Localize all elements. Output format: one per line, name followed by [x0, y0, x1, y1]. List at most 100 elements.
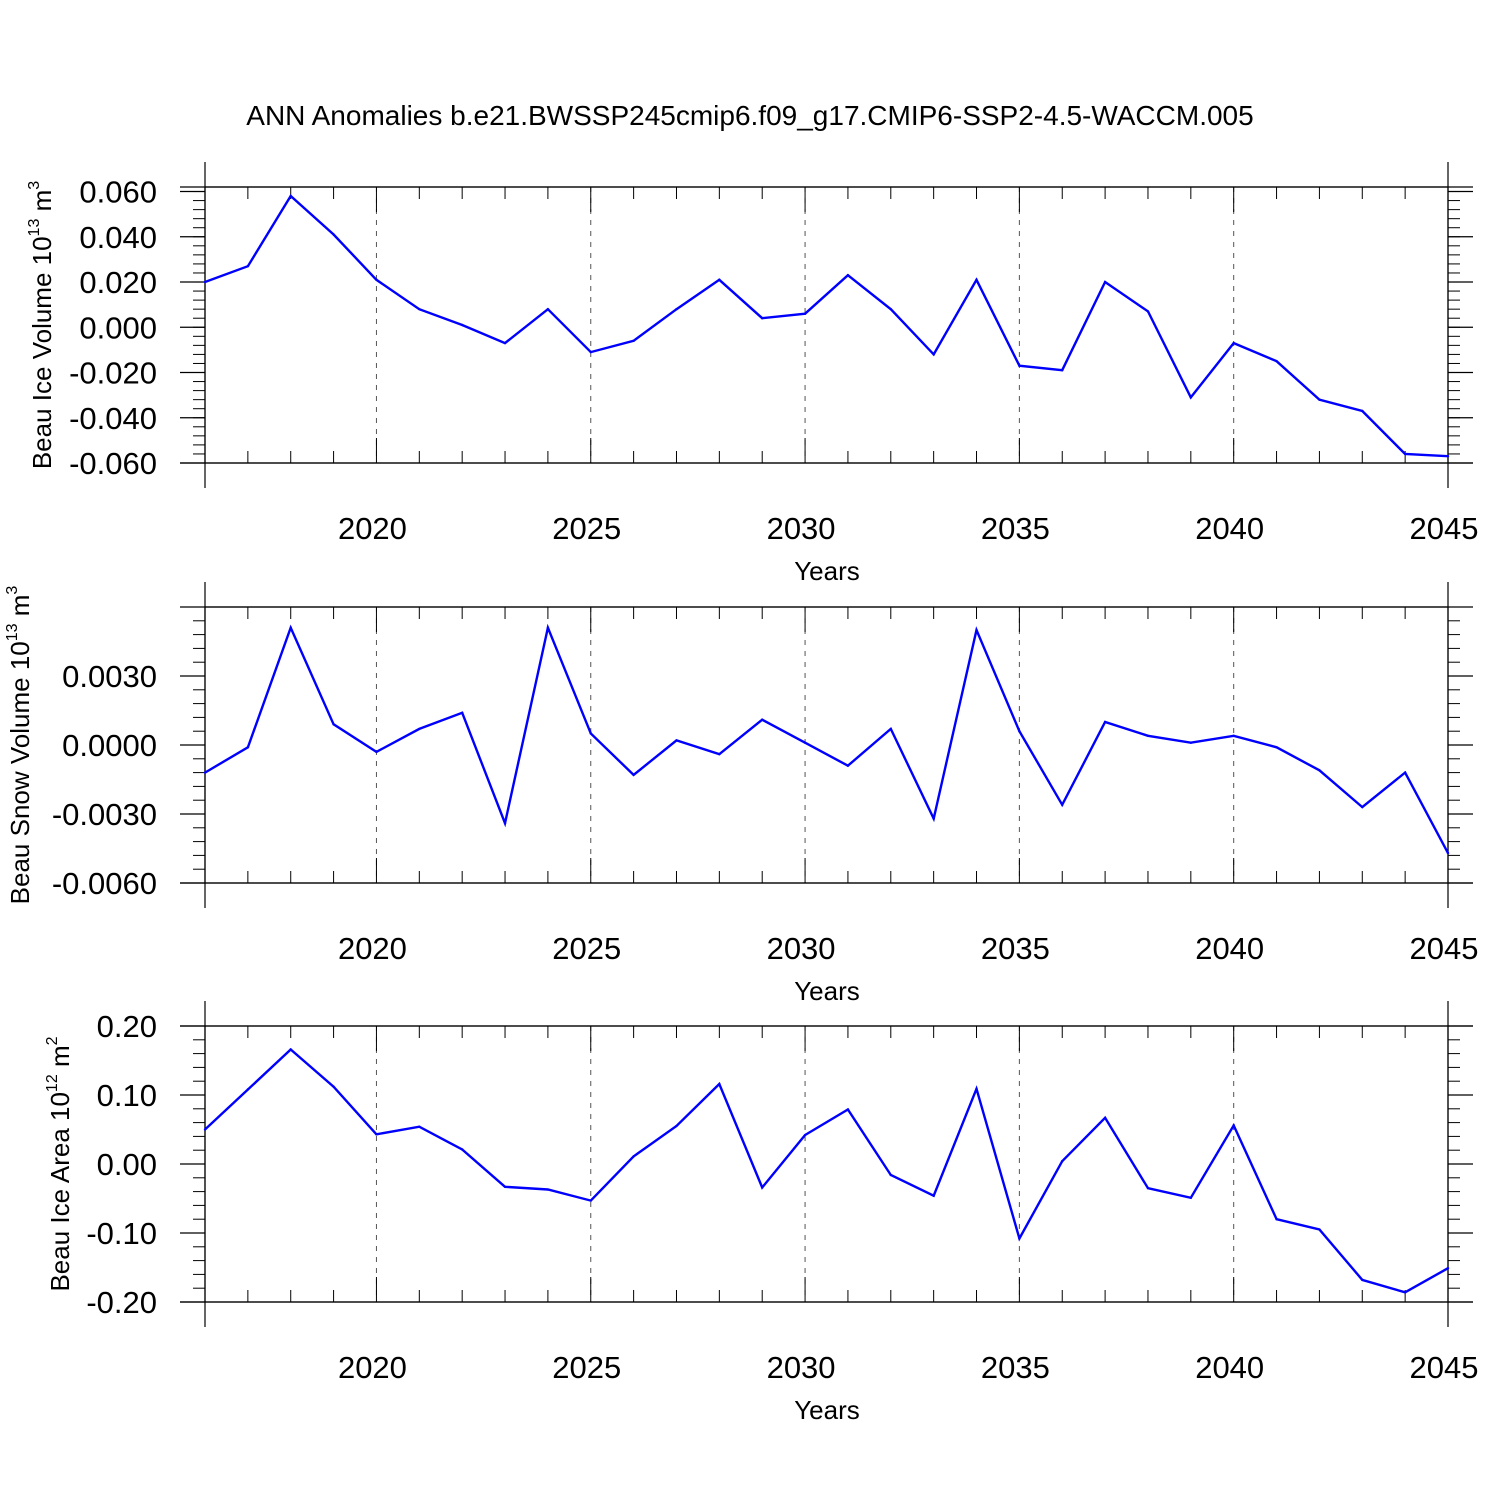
data-point: [975, 628, 978, 632]
y-tick-label: -0.060: [69, 446, 157, 481]
x-tick-label: 2040: [1195, 1350, 1264, 1385]
series-line: [204, 194, 1449, 458]
data-point: [1318, 1228, 1321, 1231]
data-point: [803, 741, 807, 744]
data-point: [1446, 1266, 1450, 1270]
data-point: [246, 1088, 250, 1091]
data-point: [1403, 771, 1407, 774]
data-point: [546, 626, 550, 629]
data-point: [1403, 452, 1407, 456]
data-point: [1061, 369, 1064, 372]
data-point: [1446, 455, 1450, 458]
x-tick-label: 2045: [1410, 1350, 1479, 1385]
chart-panel-1: -0.060 -0.040 -0.020 0.000 0.020 0.040 0.060 20…: [26, 162, 1478, 586]
data-point: [718, 278, 721, 281]
data-point: [889, 727, 892, 731]
data-point: [1103, 280, 1107, 284]
data-point: [632, 339, 635, 343]
data-point: [1232, 341, 1235, 345]
data-point: [418, 1125, 421, 1128]
data-point: [975, 278, 978, 281]
x-tick-label: 2025: [552, 1350, 621, 1385]
data-point: [761, 718, 764, 721]
x-tick-label: 2035: [981, 1350, 1050, 1385]
data-point: [1061, 1160, 1064, 1163]
data-point: [460, 323, 464, 327]
data-point: [246, 264, 250, 268]
data-point: [503, 1185, 507, 1188]
data-point: [675, 739, 678, 742]
data-point: [460, 1148, 464, 1151]
y-tick-label: 0.060: [79, 175, 157, 210]
data-point: [1275, 1218, 1278, 1221]
data-point: [546, 307, 550, 311]
data-point: [546, 1188, 550, 1191]
series-line: [204, 1047, 1449, 1294]
data-point: [1146, 734, 1150, 737]
data-point: [1146, 310, 1150, 313]
data-point: [1446, 851, 1450, 855]
x-tick-label: 2020: [338, 1350, 407, 1385]
data-point: [589, 350, 592, 354]
data-point: [932, 817, 935, 820]
x-tick-label: 2035: [981, 931, 1050, 966]
y-axis-label: Beau Snow Volume 1013 m3: [4, 586, 35, 905]
data-point: [632, 1155, 635, 1158]
data-point: [803, 1133, 807, 1137]
data-point: [1361, 805, 1364, 809]
x-tick-label: 2040: [1195, 511, 1264, 546]
y-tick-label: -0.0060: [52, 866, 157, 901]
x-tick-label: 2035: [981, 511, 1050, 546]
x-tick-label: 2030: [767, 931, 836, 966]
x-tick-label: 2045: [1410, 931, 1479, 966]
data-point: [1146, 1186, 1150, 1190]
data-point: [418, 307, 421, 311]
data-point: [1018, 364, 1021, 367]
x-tick-label: 2025: [552, 931, 621, 966]
data-point: [203, 1128, 207, 1131]
data-point: [675, 307, 678, 311]
plot-frame: [204, 186, 1449, 464]
data-point: [1018, 1237, 1021, 1240]
data-point: [203, 280, 207, 284]
data-point: [761, 1186, 764, 1189]
y-tick-label: 0.00: [97, 1147, 157, 1182]
data-point: [460, 711, 464, 714]
data-point: [889, 307, 892, 311]
x-tick-label: 2025: [552, 511, 621, 546]
data-point: [1318, 769, 1321, 772]
data-point: [1275, 359, 1278, 363]
data-point: [289, 626, 292, 629]
data-point: [932, 1194, 935, 1197]
data-point: [1103, 720, 1107, 724]
data-point: [246, 746, 250, 749]
y-tick-label: 0.10: [97, 1078, 157, 1113]
data-point: [846, 274, 850, 277]
x-tick-label: 2020: [338, 931, 407, 966]
chart-panel-3: -0.20 -0.10 0.00 0.10 0.20 2020 2025 2030 2035 20…: [44, 1001, 1478, 1425]
x-tick-label: 2030: [767, 511, 836, 546]
data-point: [1189, 741, 1193, 744]
y-tick-label: -0.0030: [52, 797, 157, 832]
data-point: [503, 822, 507, 825]
x-axis-label: Years: [794, 976, 860, 1006]
data-point: [1189, 396, 1193, 399]
y-tick-label: 0.0000: [62, 728, 157, 763]
series-line: [204, 623, 1450, 854]
data-point: [1103, 1116, 1107, 1119]
data-point: [1403, 1291, 1407, 1294]
data-point: [375, 750, 378, 754]
data-point: [418, 727, 421, 731]
data-point: [503, 341, 507, 345]
x-tick-label: 2020: [338, 511, 407, 546]
data-point: [1275, 746, 1278, 749]
y-tick-label: 0.020: [79, 265, 157, 300]
data-point: [289, 1048, 292, 1051]
plot-frame: [204, 1025, 1449, 1303]
x-tick-label: 2040: [1195, 931, 1264, 966]
data-point: [1061, 803, 1064, 806]
data-point: [289, 194, 292, 198]
data-point: [332, 723, 335, 726]
y-tick-label: -0.040: [69, 401, 157, 436]
